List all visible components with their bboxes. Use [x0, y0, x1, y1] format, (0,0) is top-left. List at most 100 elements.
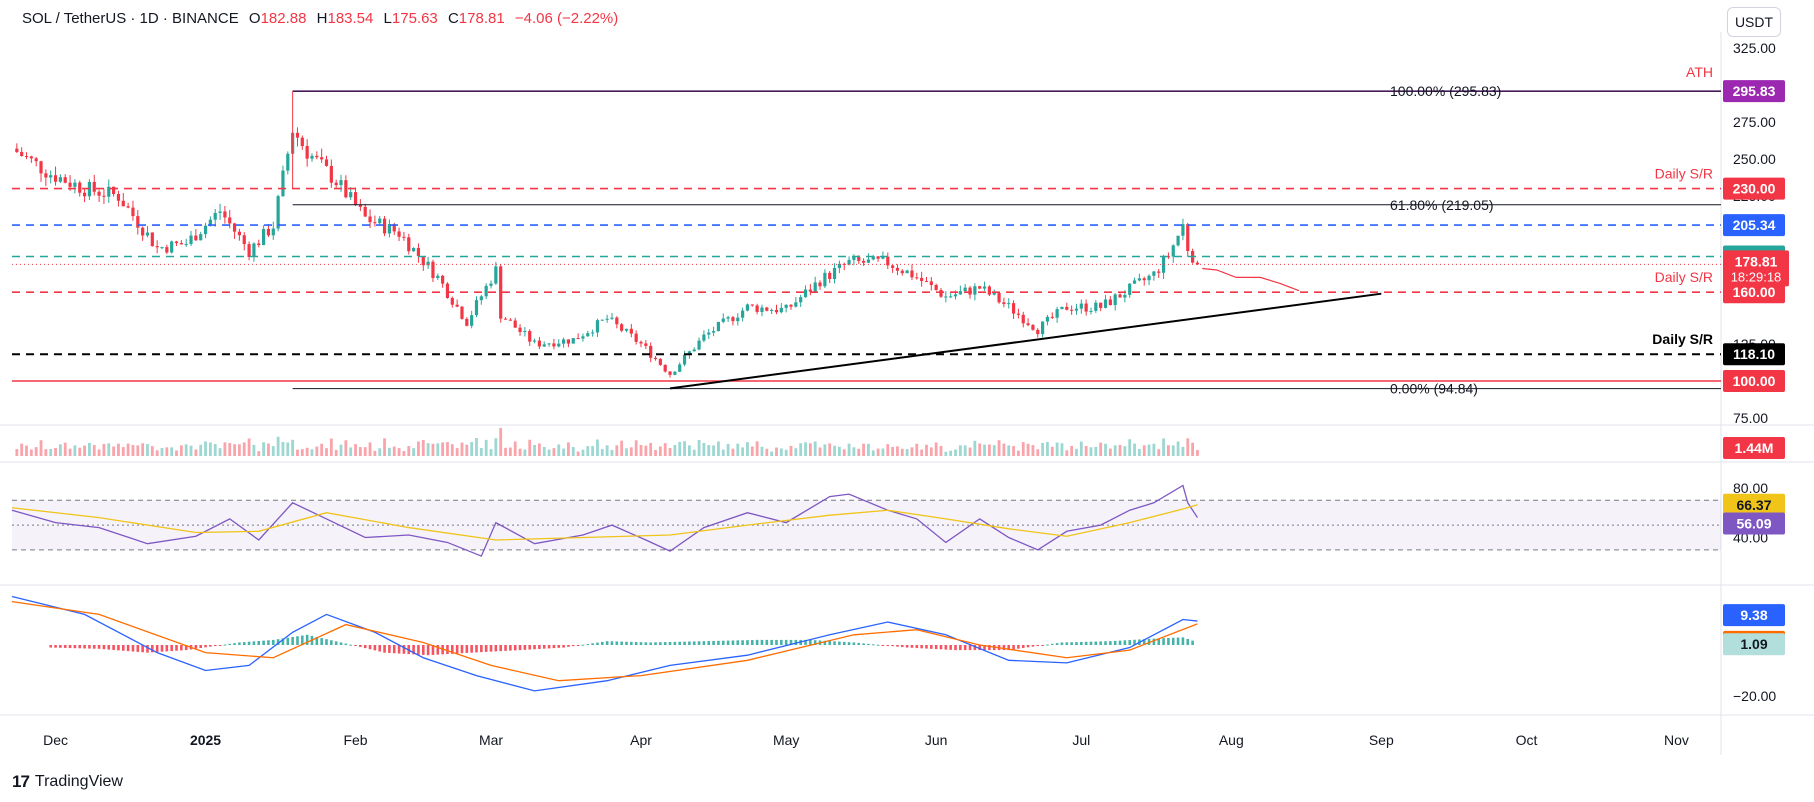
open-key: O — [248, 10, 261, 27]
volume-bar — [654, 449, 657, 456]
candle-body — [92, 181, 96, 192]
candle-body — [658, 359, 662, 365]
macd-histogram-bar — [576, 645, 580, 646]
volume-bar — [339, 444, 343, 456]
macd-value-tag-bg — [1723, 604, 1785, 627]
volume-bar — [905, 449, 909, 456]
volume-bar — [34, 447, 38, 456]
volume-value-tag: 1.44M — [1735, 440, 1774, 456]
candle-body — [20, 151, 24, 156]
volume-bar — [891, 446, 895, 456]
macd-histogram-bar — [378, 645, 382, 652]
volume-bar — [562, 448, 565, 456]
macd-histogram-bar — [605, 641, 609, 645]
volume-bar — [702, 442, 706, 456]
macd-histogram-bar — [102, 645, 106, 650]
time-axis-tick-label: Feb — [343, 732, 367, 748]
macd-histogram-bar — [247, 641, 251, 645]
close-value: 178.81 — [458, 10, 505, 27]
candle-body — [678, 364, 682, 372]
candle-body — [566, 339, 571, 344]
symbol-label[interactable]: SOL / TetherUS · 1D · BINANCE — [22, 10, 239, 27]
volume-bar — [397, 448, 401, 456]
volume-bar — [547, 449, 551, 456]
candle-body — [765, 307, 769, 311]
macd-histogram-bar — [659, 642, 662, 645]
candle-body — [63, 177, 67, 183]
volume-bar — [39, 440, 43, 456]
volume-bar — [479, 447, 483, 456]
high-value: 183.54 — [327, 10, 374, 27]
level-price-tag-205.34: 205.34 — [1733, 217, 1776, 233]
candle-body — [702, 334, 706, 341]
candle-body — [15, 148, 19, 152]
candle-body — [871, 256, 875, 260]
macd-histogram-bar — [426, 645, 430, 656]
price-axis-tick-label: 325.00 — [1733, 40, 1776, 56]
candle-body — [794, 302, 798, 307]
macd-histogram-bar — [794, 639, 798, 645]
currency-unit-button[interactable]: USDT — [1727, 7, 1781, 37]
candle-body — [653, 357, 658, 360]
volume-bar — [73, 445, 77, 456]
candle-body — [1186, 224, 1190, 251]
candle-body — [1084, 303, 1088, 312]
fib-label: 61.80% (219.05) — [1390, 197, 1494, 213]
macd-histogram-bar — [1162, 638, 1165, 645]
price-axis-tick-label: 250.00 — [1733, 151, 1776, 167]
candle-body — [1036, 329, 1040, 335]
candle-body — [852, 256, 856, 260]
macd-histogram-bar — [218, 645, 222, 646]
volume-bar — [88, 442, 91, 456]
macd-histogram-bar — [1036, 645, 1040, 646]
macd-histogram-bar — [625, 641, 628, 645]
volume-bar — [165, 447, 169, 456]
macd-histogram-bar — [165, 645, 169, 652]
candle-body — [624, 328, 629, 331]
macd-histogram-bar — [518, 645, 522, 651]
fib-label: 0.00% (94.84) — [1390, 381, 1478, 397]
candle-body — [450, 297, 454, 305]
candle-body — [1157, 271, 1161, 273]
level-price-tag-205.34-bg — [1723, 214, 1785, 237]
volume-bar — [721, 449, 725, 456]
macd-histogram-bar — [252, 641, 256, 645]
candle-body — [223, 211, 227, 218]
candle-body — [1166, 256, 1171, 258]
volume-bar — [189, 445, 193, 456]
candle-body — [629, 328, 633, 334]
macd-histogram-bar — [1041, 645, 1044, 646]
volume-bar — [658, 446, 662, 456]
volume-bar — [847, 443, 851, 456]
volume-bar — [755, 441, 759, 456]
rsi-ma-line — [11, 504, 1198, 541]
macd-histogram-bar — [339, 642, 343, 645]
volume-bar — [421, 439, 425, 456]
macd-histogram-bar — [731, 640, 735, 645]
volume-bar — [1002, 443, 1006, 456]
volume-bar — [354, 444, 357, 456]
candle-body — [755, 305, 759, 312]
tradingview-branding[interactable]: 17 TradingView — [12, 772, 123, 792]
volume-bar — [63, 442, 67, 456]
candle-body — [436, 275, 440, 279]
candle-body — [271, 228, 275, 236]
macd-histogram-bar — [726, 640, 730, 645]
macd-histogram-bar — [421, 645, 425, 655]
macd-histogram-bar — [209, 645, 212, 647]
macd-histogram-bar — [136, 645, 140, 652]
candle-body — [929, 281, 933, 285]
macd-histogram-bar — [1002, 645, 1006, 651]
volume-bar — [204, 441, 207, 456]
ascending-trendline — [669, 292, 1382, 390]
candle-body — [1060, 306, 1064, 310]
macd-histogram-bar — [1171, 637, 1175, 645]
macd-histogram-bar — [291, 636, 294, 645]
macd-histogram-bar — [78, 645, 82, 649]
volume-bar — [325, 448, 328, 456]
macd-histogram-bar — [765, 639, 769, 645]
candle-body — [857, 256, 861, 261]
macd-histogram-bar — [1157, 638, 1161, 645]
volume-bar — [697, 440, 701, 456]
